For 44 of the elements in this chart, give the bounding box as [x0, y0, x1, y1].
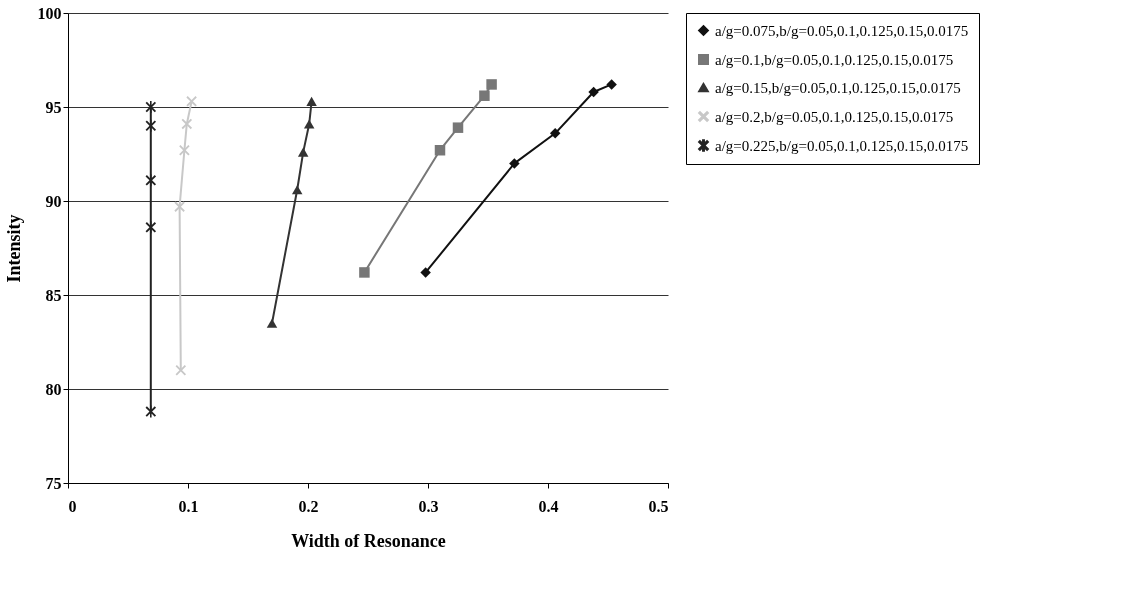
point: [588, 86, 599, 98]
point: [266, 318, 278, 328]
point: [420, 267, 431, 278]
point: [452, 122, 464, 133]
point: [434, 145, 446, 156]
point: [509, 158, 520, 169]
legend-label: a/g=0.225,b/g=0.05,0.1,0.125,0.15,0.0175: [715, 137, 969, 154]
point: [291, 185, 303, 195]
legend-label: a/g=0.075,b/g=0.05,0.1,0.125,0.15,0.0175: [715, 22, 969, 39]
point: [297, 147, 309, 157]
point: [186, 96, 197, 107]
point: [174, 201, 185, 212]
y-tick-label: 90: [45, 192, 62, 210]
x-tick-label: 0.5: [648, 497, 669, 515]
point: [145, 221, 157, 234]
y-tick-label: 95: [45, 98, 62, 116]
x-tick-label: 0.3: [418, 497, 439, 515]
point: [145, 174, 157, 187]
point: [179, 145, 190, 156]
x-tick-label: 0.4: [538, 497, 559, 515]
point: [479, 90, 490, 101]
point: [549, 128, 561, 139]
legend-label: a/g=0.1,b/g=0.05,0.1,0.125,0.15,0.0175: [715, 51, 954, 68]
point: [359, 267, 370, 278]
y-tick-label: 80: [45, 380, 62, 398]
point: [181, 118, 193, 130]
point: [303, 119, 315, 129]
legend-label: a/g=0.2,b/g=0.05,0.1,0.125,0.15,0.0175: [715, 108, 954, 125]
point: [145, 100, 157, 114]
point: [175, 364, 187, 376]
point: [606, 79, 617, 90]
x-tick-label: 0: [68, 497, 77, 515]
y-tick-label: 85: [45, 286, 62, 304]
x-tick-label: 0.2: [298, 497, 319, 515]
x-tick-label: 0.1: [178, 497, 199, 515]
point: [145, 405, 157, 418]
y-tick-label: 75: [45, 474, 62, 492]
x-axis-title: Width of Resonance: [291, 530, 446, 551]
point: [145, 119, 157, 132]
point: [306, 96, 317, 106]
point: [486, 79, 497, 90]
y-tick-label: 100: [37, 4, 62, 22]
y-axis-title: Intensity: [3, 214, 24, 283]
legend-label: a/g=0.15,b/g=0.05,0.1,0.125,0.15,0.0175: [715, 79, 961, 96]
